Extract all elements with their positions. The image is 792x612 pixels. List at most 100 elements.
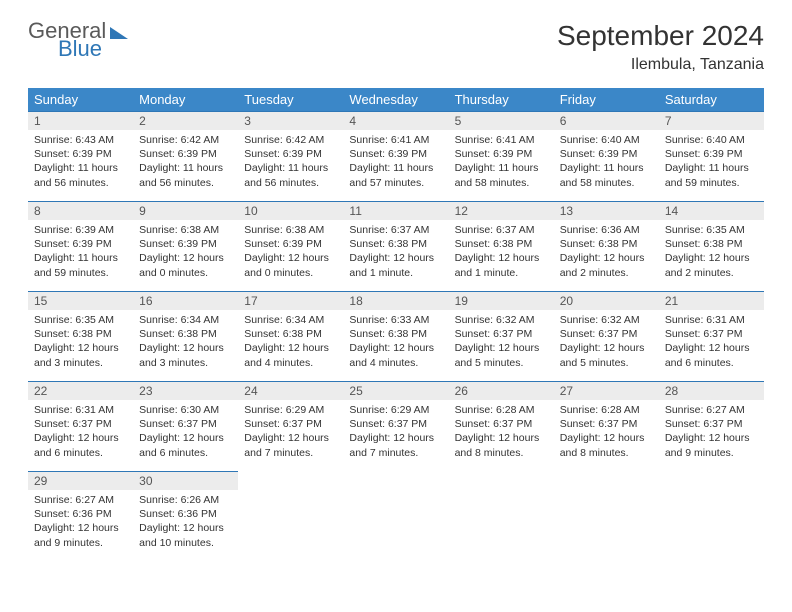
daylight-text: Daylight: 12 hours and 7 minutes. <box>349 431 442 459</box>
sunrise-text: Sunrise: 6:40 AM <box>560 133 653 147</box>
calendar-day-cell <box>554 471 659 561</box>
sunset-text: Sunset: 6:37 PM <box>455 327 548 341</box>
daylight-text: Daylight: 12 hours and 3 minutes. <box>34 341 127 369</box>
day-body: Sunrise: 6:28 AMSunset: 6:37 PMDaylight:… <box>554 400 659 466</box>
sunrise-text: Sunrise: 6:29 AM <box>349 403 442 417</box>
daylight-text: Daylight: 12 hours and 10 minutes. <box>139 521 232 549</box>
day-number: 27 <box>554 381 659 400</box>
calendar-table: Sunday Monday Tuesday Wednesday Thursday… <box>28 88 764 561</box>
daylight-text: Daylight: 12 hours and 1 minute. <box>455 251 548 279</box>
daylight-text: Daylight: 12 hours and 6 minutes. <box>665 341 758 369</box>
day-body: Sunrise: 6:31 AMSunset: 6:37 PMDaylight:… <box>659 310 764 376</box>
daylight-text: Daylight: 12 hours and 6 minutes. <box>34 431 127 459</box>
daylight-text: Daylight: 11 hours and 58 minutes. <box>560 161 653 189</box>
calendar-day-cell: 16Sunrise: 6:34 AMSunset: 6:38 PMDayligh… <box>133 291 238 381</box>
day-body: Sunrise: 6:26 AMSunset: 6:36 PMDaylight:… <box>133 490 238 556</box>
weekday-header: Thursday <box>449 88 554 111</box>
day-number: 17 <box>238 291 343 310</box>
brand-line2: Blue <box>58 38 102 60</box>
calendar-day-cell: 3Sunrise: 6:42 AMSunset: 6:39 PMDaylight… <box>238 111 343 201</box>
sunset-text: Sunset: 6:37 PM <box>455 417 548 431</box>
sunset-text: Sunset: 6:38 PM <box>34 327 127 341</box>
sunrise-text: Sunrise: 6:36 AM <box>560 223 653 237</box>
sunrise-text: Sunrise: 6:43 AM <box>34 133 127 147</box>
calendar-day-cell: 20Sunrise: 6:32 AMSunset: 6:37 PMDayligh… <box>554 291 659 381</box>
calendar-day-cell <box>238 471 343 561</box>
day-number: 12 <box>449 201 554 220</box>
calendar-day-cell: 22Sunrise: 6:31 AMSunset: 6:37 PMDayligh… <box>28 381 133 471</box>
day-body: Sunrise: 6:36 AMSunset: 6:38 PMDaylight:… <box>554 220 659 286</box>
calendar-day-cell: 17Sunrise: 6:34 AMSunset: 6:38 PMDayligh… <box>238 291 343 381</box>
sunset-text: Sunset: 6:38 PM <box>349 327 442 341</box>
daylight-text: Daylight: 11 hours and 59 minutes. <box>665 161 758 189</box>
sunset-text: Sunset: 6:39 PM <box>34 147 127 161</box>
sunset-text: Sunset: 6:39 PM <box>34 237 127 251</box>
sunset-text: Sunset: 6:38 PM <box>455 237 548 251</box>
sunrise-text: Sunrise: 6:37 AM <box>349 223 442 237</box>
calendar-day-cell: 9Sunrise: 6:38 AMSunset: 6:39 PMDaylight… <box>133 201 238 291</box>
day-body: Sunrise: 6:35 AMSunset: 6:38 PMDaylight:… <box>28 310 133 376</box>
weekday-header: Friday <box>554 88 659 111</box>
day-body: Sunrise: 6:40 AMSunset: 6:39 PMDaylight:… <box>659 130 764 196</box>
daylight-text: Daylight: 12 hours and 5 minutes. <box>455 341 548 369</box>
day-body: Sunrise: 6:32 AMSunset: 6:37 PMDaylight:… <box>449 310 554 376</box>
day-body: Sunrise: 6:38 AMSunset: 6:39 PMDaylight:… <box>238 220 343 286</box>
sunset-text: Sunset: 6:39 PM <box>139 147 232 161</box>
logo-triangle-icon <box>110 27 128 39</box>
sunset-text: Sunset: 6:39 PM <box>244 237 337 251</box>
calendar-day-cell: 30Sunrise: 6:26 AMSunset: 6:36 PMDayligh… <box>133 471 238 561</box>
calendar-week-row: 15Sunrise: 6:35 AMSunset: 6:38 PMDayligh… <box>28 291 764 381</box>
weekday-header: Sunday <box>28 88 133 111</box>
weekday-header: Wednesday <box>343 88 448 111</box>
day-body: Sunrise: 6:31 AMSunset: 6:37 PMDaylight:… <box>28 400 133 466</box>
day-number: 15 <box>28 291 133 310</box>
sunset-text: Sunset: 6:37 PM <box>665 417 758 431</box>
day-number: 19 <box>449 291 554 310</box>
day-number: 25 <box>343 381 448 400</box>
day-number: 5 <box>449 111 554 130</box>
calendar-day-cell: 11Sunrise: 6:37 AMSunset: 6:38 PMDayligh… <box>343 201 448 291</box>
sunset-text: Sunset: 6:39 PM <box>665 147 758 161</box>
daylight-text: Daylight: 11 hours and 56 minutes. <box>139 161 232 189</box>
day-number: 18 <box>343 291 448 310</box>
calendar-day-cell: 21Sunrise: 6:31 AMSunset: 6:37 PMDayligh… <box>659 291 764 381</box>
sunset-text: Sunset: 6:37 PM <box>34 417 127 431</box>
sunset-text: Sunset: 6:39 PM <box>139 237 232 251</box>
sunrise-text: Sunrise: 6:33 AM <box>349 313 442 327</box>
day-number: 3 <box>238 111 343 130</box>
sunrise-text: Sunrise: 6:35 AM <box>34 313 127 327</box>
day-number: 24 <box>238 381 343 400</box>
calendar-day-cell: 7Sunrise: 6:40 AMSunset: 6:39 PMDaylight… <box>659 111 764 201</box>
daylight-text: Daylight: 12 hours and 8 minutes. <box>560 431 653 459</box>
sunset-text: Sunset: 6:39 PM <box>560 147 653 161</box>
brand-logo: General Blue <box>28 20 128 60</box>
sunset-text: Sunset: 6:39 PM <box>349 147 442 161</box>
day-body: Sunrise: 6:39 AMSunset: 6:39 PMDaylight:… <box>28 220 133 286</box>
daylight-text: Daylight: 11 hours and 58 minutes. <box>455 161 548 189</box>
calendar-day-cell: 13Sunrise: 6:36 AMSunset: 6:38 PMDayligh… <box>554 201 659 291</box>
day-number: 23 <box>133 381 238 400</box>
calendar-day-cell: 14Sunrise: 6:35 AMSunset: 6:38 PMDayligh… <box>659 201 764 291</box>
calendar-day-cell: 6Sunrise: 6:40 AMSunset: 6:39 PMDaylight… <box>554 111 659 201</box>
day-body: Sunrise: 6:32 AMSunset: 6:37 PMDaylight:… <box>554 310 659 376</box>
daylight-text: Daylight: 12 hours and 0 minutes. <box>139 251 232 279</box>
day-number: 2 <box>133 111 238 130</box>
day-body: Sunrise: 6:28 AMSunset: 6:37 PMDaylight:… <box>449 400 554 466</box>
day-number: 26 <box>449 381 554 400</box>
sunset-text: Sunset: 6:36 PM <box>34 507 127 521</box>
month-title: September 2024 <box>557 20 764 52</box>
day-body: Sunrise: 6:29 AMSunset: 6:37 PMDaylight:… <box>238 400 343 466</box>
weekday-header-row: Sunday Monday Tuesday Wednesday Thursday… <box>28 88 764 111</box>
sunrise-text: Sunrise: 6:37 AM <box>455 223 548 237</box>
day-body: Sunrise: 6:29 AMSunset: 6:37 PMDaylight:… <box>343 400 448 466</box>
weekday-header: Monday <box>133 88 238 111</box>
day-number: 14 <box>659 201 764 220</box>
calendar-day-cell: 26Sunrise: 6:28 AMSunset: 6:37 PMDayligh… <box>449 381 554 471</box>
sunset-text: Sunset: 6:37 PM <box>139 417 232 431</box>
day-number: 30 <box>133 471 238 490</box>
calendar-day-cell: 1Sunrise: 6:43 AMSunset: 6:39 PMDaylight… <box>28 111 133 201</box>
sunrise-text: Sunrise: 6:39 AM <box>34 223 127 237</box>
daylight-text: Daylight: 11 hours and 57 minutes. <box>349 161 442 189</box>
sunset-text: Sunset: 6:39 PM <box>244 147 337 161</box>
sunset-text: Sunset: 6:38 PM <box>560 237 653 251</box>
